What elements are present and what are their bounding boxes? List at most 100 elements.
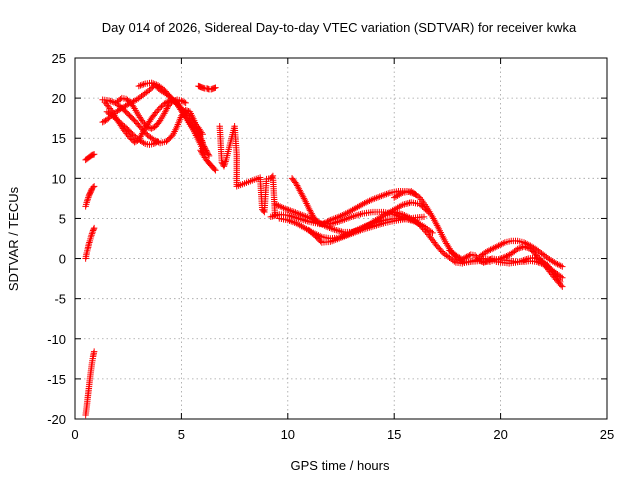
data-point: [90, 183, 98, 190]
data-point: [182, 99, 189, 107]
data-point: [268, 173, 276, 181]
data-point: [84, 197, 91, 204]
data-point: [148, 125, 155, 132]
data-point: [185, 118, 193, 126]
data-point: [114, 117, 121, 124]
data-point: [117, 95, 124, 103]
data-point: [183, 107, 191, 114]
data-point: [123, 130, 130, 137]
data-point: [483, 258, 490, 265]
data-point: [89, 228, 96, 236]
data-point: [163, 105, 171, 112]
data-point: [116, 120, 123, 127]
data-point: [196, 135, 204, 142]
data-point: [559, 263, 566, 270]
data-point: [524, 244, 531, 251]
data-point: [115, 118, 122, 126]
data-point: [150, 80, 157, 87]
data-point: [140, 139, 147, 147]
data-point: [420, 226, 428, 233]
data-point: [554, 260, 561, 268]
data-point: [150, 140, 157, 148]
data-point: [90, 224, 98, 232]
data-point: [503, 252, 510, 260]
data-point: [514, 245, 521, 253]
y-axis-title: SDTVAR / TECUs: [6, 186, 21, 291]
data-point: [136, 135, 143, 142]
series-arc-early-low: [82, 224, 98, 262]
data-point: [186, 120, 194, 127]
data-point: [198, 139, 206, 146]
data-point: [419, 224, 426, 232]
data-point: [482, 248, 489, 256]
data-point: [135, 82, 143, 90]
data-point: [306, 207, 314, 214]
x-tick-label: 15: [387, 427, 401, 442]
data-point: [309, 230, 316, 237]
data-point: [181, 98, 188, 106]
data-point: [464, 252, 472, 260]
data-point: [127, 98, 134, 106]
data-point: [536, 259, 544, 267]
data-point: [490, 244, 497, 252]
data-point: [492, 244, 499, 251]
data-point: [178, 107, 185, 115]
data-point: [200, 143, 208, 150]
data-point: [155, 106, 162, 113]
data-point: [495, 242, 502, 249]
data-point: [85, 240, 93, 248]
chart-title: Day 014 of 2026, Sidereal Day-to-day VTE…: [102, 20, 577, 35]
data-point: [522, 243, 529, 251]
y-tick-label: 0: [59, 252, 66, 267]
data-point: [132, 138, 140, 145]
data-point: [487, 246, 494, 253]
data-point: [552, 260, 560, 267]
data-point: [456, 254, 463, 261]
x-tick-label: 0: [71, 427, 78, 442]
data-point: [195, 133, 203, 140]
data-point: [90, 226, 97, 233]
data-point: [454, 253, 462, 261]
data-point: [212, 167, 219, 174]
data-point: [83, 199, 90, 206]
data-point: [533, 255, 540, 262]
data-point: [138, 131, 145, 139]
data-point: [145, 119, 152, 127]
data-point: [181, 112, 188, 119]
data-point: [137, 133, 144, 140]
data-point: [496, 255, 504, 262]
data-point: [178, 97, 185, 104]
data-point: [296, 187, 303, 194]
data-point: [128, 136, 135, 143]
axis-ticks: [74, 57, 608, 420]
series-arc-early-negative: [82, 348, 98, 419]
y-tick-label: 10: [52, 171, 66, 186]
data-point: [557, 281, 565, 289]
data-point: [177, 106, 184, 113]
data-point: [293, 182, 301, 189]
data-point: [140, 81, 147, 88]
data-point: [204, 149, 211, 157]
data-point: [305, 205, 313, 213]
data-point: [84, 195, 91, 203]
data-point: [118, 123, 126, 131]
data-point: [317, 238, 324, 245]
data-point: [154, 107, 161, 115]
y-tick-label: -15: [47, 372, 66, 387]
data-point: [516, 245, 523, 252]
data-point: [199, 140, 206, 148]
data-point: [200, 141, 207, 149]
data-point: [481, 258, 489, 266]
data-point: [533, 258, 540, 265]
data-point: [260, 207, 267, 215]
data-point: [201, 144, 209, 152]
data-point: [162, 106, 170, 114]
series-arc-early-mid: [82, 183, 98, 210]
data-point: [138, 81, 146, 89]
series-arc-r: [476, 237, 566, 270]
data-point: [431, 239, 438, 246]
data-point: [429, 237, 437, 245]
data-point: [471, 252, 479, 259]
